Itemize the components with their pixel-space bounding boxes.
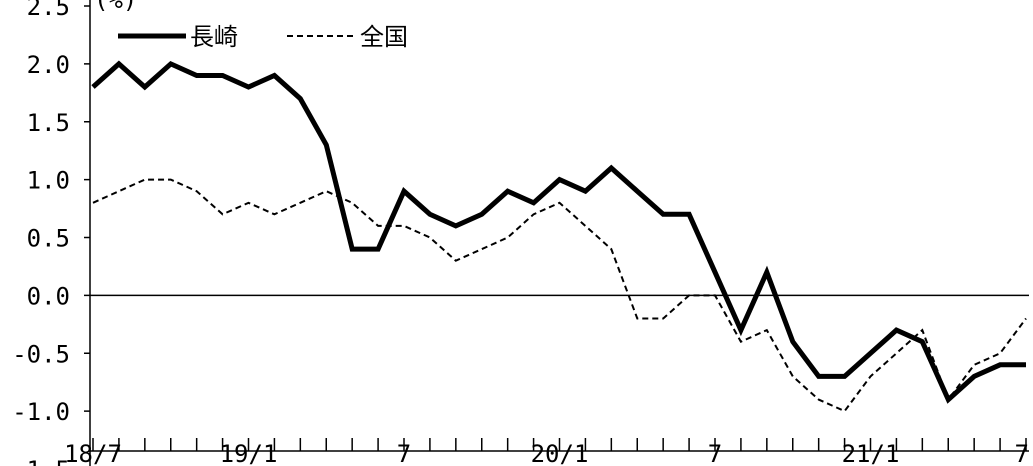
series-layer	[91, 60, 1027, 413]
x-tick-label: 19/1	[220, 440, 278, 466]
x-tick-label: 20/1	[531, 440, 589, 466]
x-tick-label: 7	[1015, 440, 1029, 466]
y-tick-label: 0.5	[27, 225, 70, 253]
y-tick-label: 2.5	[27, 0, 70, 21]
x-tick-label: 21/1	[842, 440, 900, 466]
legend: 長崎 全国	[118, 23, 408, 51]
y-tick-label: 1.0	[27, 167, 70, 195]
y-tick-label: -1.5	[12, 456, 70, 466]
y-unit-label: (%)	[94, 0, 137, 14]
legend-label-nagasaki: 長崎	[190, 23, 238, 51]
x-tick-label: 18/7	[64, 440, 122, 466]
y-tick-label: 2.0	[27, 51, 70, 79]
y-tick-label: 0.0	[27, 282, 70, 310]
axes: 2.5 2.0 1.5 1.0 0.5 0.0 -0.5 -1.0 -1.518/7 19/1 7 2…	[12, 0, 1029, 466]
y-tick-label: -1.0	[12, 398, 70, 426]
y-tick-label: -0.5	[12, 340, 70, 368]
x-tick-label: 7	[708, 440, 722, 466]
series-line-nagasaki	[91, 60, 1026, 404]
series-line-national	[92, 178, 1027, 413]
legend-label-national: 全国	[360, 23, 408, 51]
y-tick-label: 1.5	[27, 109, 70, 137]
x-tick-label: 7	[397, 440, 411, 466]
